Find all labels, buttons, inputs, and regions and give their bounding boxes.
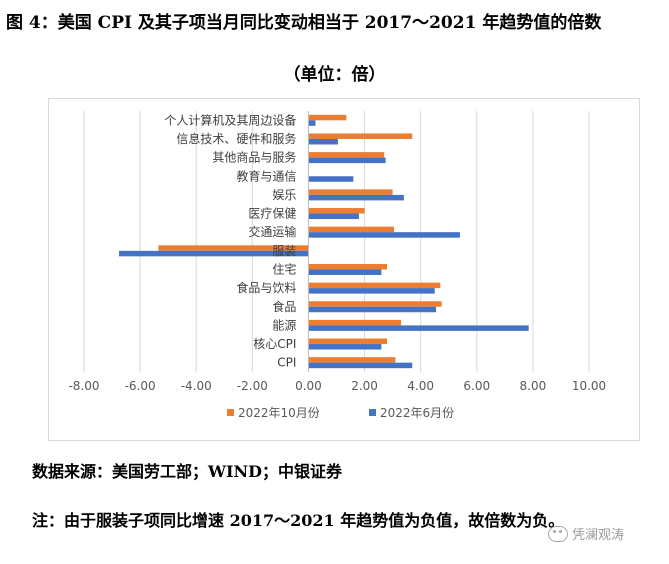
bar-jun: [308, 288, 435, 294]
x-tick-label: 4.00: [407, 379, 434, 393]
bar-oct: [308, 226, 395, 233]
bar-oct: [308, 133, 413, 139]
category-label: 食品与饮料: [236, 280, 296, 295]
legend-label-jun: 2022年6月份: [380, 406, 454, 420]
bar-oct: [308, 208, 365, 214]
category-label: 食品: [272, 299, 296, 314]
bar-jun: [308, 138, 338, 145]
bar-jun: [308, 362, 413, 369]
category-label: 其他商品与服务: [212, 150, 296, 165]
category-label: 信息技术、硬件和服务: [176, 131, 296, 146]
bar-jun: [308, 306, 437, 313]
x-tick-label: 10.00: [572, 379, 606, 393]
bar-jun: [308, 232, 460, 238]
bar-oct: [308, 114, 347, 121]
bar-oct: [308, 357, 396, 363]
category-label: CPI: [277, 356, 296, 370]
bar-oct: [308, 152, 385, 158]
x-tick-label: 8.00: [520, 379, 547, 393]
category-label: 核心CPI: [253, 337, 296, 351]
source-line: 数据来源：美国劳工部；WIND；中银证券: [32, 462, 342, 481]
figure-title: 图 4：美国 CPI 及其子项当月同比变动相当于 2017～2021 年趋势值的…: [6, 13, 602, 33]
category-label: 住宅: [272, 261, 296, 276]
bar-oct: [158, 245, 309, 251]
bar-chart: -8.00 -6.00 -4.00 -2.00 0.00 2.00 4.00 6.00 8.00…: [68, 111, 606, 420]
watermark-text: 凭澜观涛: [572, 528, 625, 543]
watermark: 凭澜观涛: [548, 524, 624, 543]
category-label: 交通运输: [248, 224, 296, 239]
bar-jun: [308, 344, 382, 350]
bar-jun: [308, 194, 404, 201]
category-label: 医疗保健: [248, 207, 296, 221]
bar-oct: [308, 189, 393, 195]
category-label: 服装: [272, 244, 296, 258]
wechat-icon: [548, 525, 568, 542]
x-tick-label: -6.00: [125, 379, 156, 393]
figure-unit: （单位：倍）: [283, 65, 386, 85]
x-tick-label: -2.00: [237, 379, 268, 393]
x-tick-label: 0.00: [295, 379, 322, 393]
category-label: 教育与通信: [236, 168, 296, 183]
legend-swatch-jun: [369, 409, 376, 416]
bar-jun: [308, 120, 316, 126]
category-label: 能源: [272, 318, 296, 332]
bar-oct: [308, 282, 441, 289]
bar-jun: [308, 325, 529, 331]
x-tick-label: 6.00: [463, 379, 490, 393]
bar-oct: [308, 263, 387, 270]
x-tick-label: -4.00: [181, 379, 212, 393]
chart-area: -8.00 -6.00 -4.00 -2.00 0.00 2.00 4.00 6.00 8.00…: [48, 98, 640, 441]
x-tick-label: 2.00: [351, 379, 378, 393]
x-tick-label: -8.00: [68, 379, 99, 393]
category-label: 个人计算机及其周边设备: [164, 112, 296, 127]
bar-jun: [308, 269, 382, 275]
bar-jun: [308, 176, 354, 182]
bar-jun: [308, 157, 386, 164]
bar-oct: [308, 301, 442, 307]
bar-oct: [308, 319, 402, 326]
category-label: 娱乐: [272, 188, 296, 202]
bar-jun: [308, 213, 359, 220]
bar-oct: [308, 338, 387, 345]
bar-jun: [119, 250, 309, 257]
legend-label-oct: 2022年10月份: [238, 406, 320, 420]
note-line: 注：由于服装子项同比增速 2017～2021 年趋势值为负值，故倍数为负。: [32, 511, 565, 530]
legend-swatch-oct: [227, 409, 234, 416]
